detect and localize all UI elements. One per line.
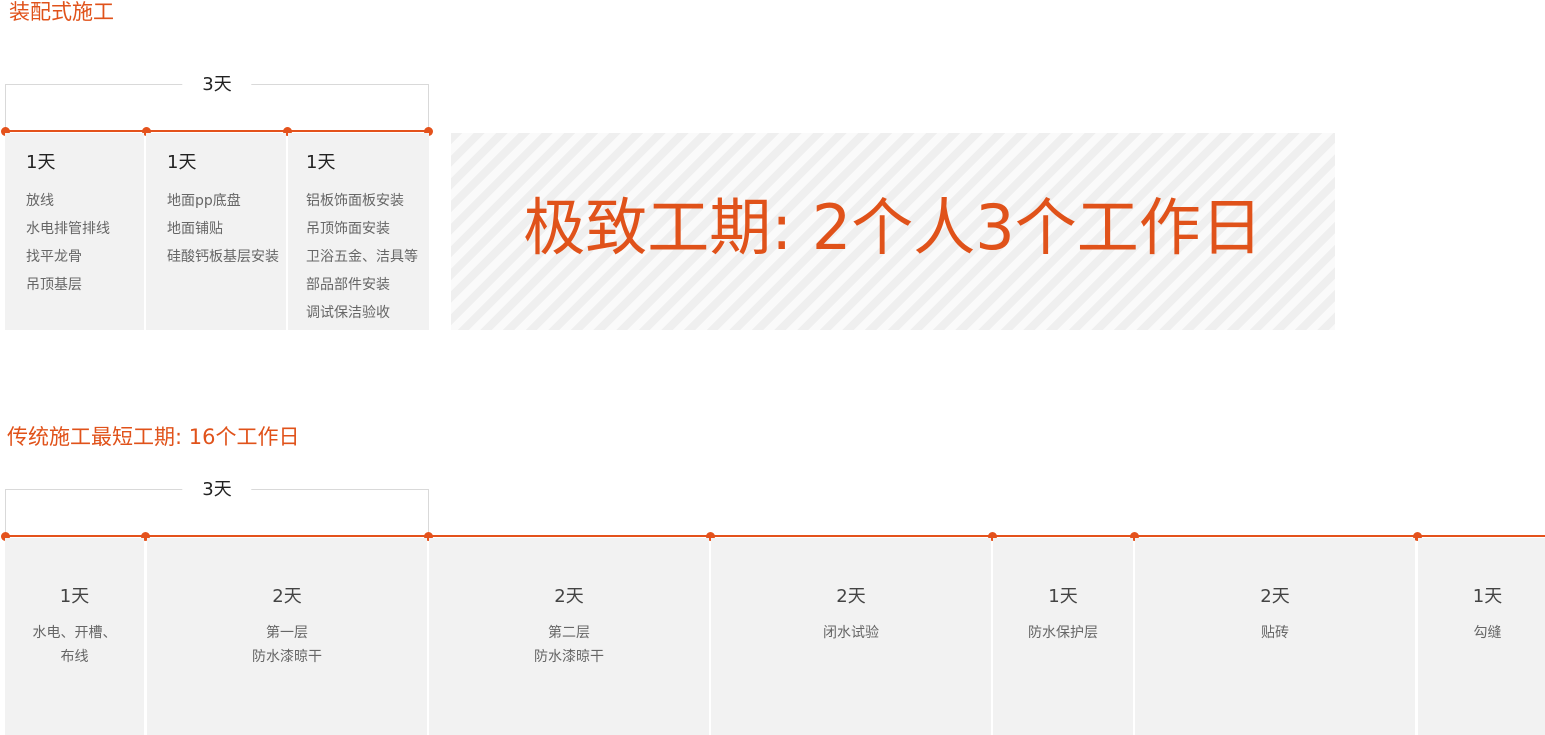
step-task: 部品部件安装 bbox=[306, 277, 390, 293]
traditional-step-7: 1天 勾缝 bbox=[1418, 538, 1545, 735]
step-task: 调试保洁验收 bbox=[306, 305, 390, 321]
traditional-section-title: 传统施工最短工期: 16个工作日 bbox=[7, 425, 300, 449]
step-duration: 1天 bbox=[306, 152, 336, 173]
step-task: 吊顶饰面安装 bbox=[306, 221, 390, 237]
step-task: 防水漆晾干 bbox=[534, 649, 604, 665]
step-task: 布线 bbox=[60, 649, 89, 665]
timeline-dot bbox=[1413, 532, 1422, 541]
timeline-dot bbox=[141, 532, 150, 541]
highlight-text: 极致工期: 2个人3个工作日 bbox=[523, 190, 1263, 264]
step-task: 水电排管排线 bbox=[26, 221, 110, 237]
timeline-dot bbox=[1130, 532, 1139, 541]
timeline-dot bbox=[424, 127, 433, 136]
traditional-step-5: 1天 防水保护层 bbox=[993, 538, 1133, 735]
timeline-dot bbox=[988, 532, 997, 541]
step-duration: 2天 bbox=[1260, 586, 1290, 607]
step-duration: 1天 bbox=[26, 152, 56, 173]
traditional-step-2: 2天 第一层 防水漆晾干 bbox=[147, 538, 427, 735]
highlight-banner: 极致工期: 2个人3个工作日 bbox=[451, 133, 1335, 330]
step-duration: 2天 bbox=[836, 586, 866, 607]
step-task: 吊顶基层 bbox=[26, 277, 82, 293]
timeline-dot bbox=[1, 532, 10, 541]
traditional-step-4: 2天 闭水试验 bbox=[711, 538, 991, 735]
step-duration: 2天 bbox=[554, 586, 584, 607]
step-task: 第二层 bbox=[548, 625, 590, 641]
step-duration: 2天 bbox=[272, 586, 302, 607]
timeline-dot bbox=[424, 532, 433, 541]
step-task: 闭水试验 bbox=[823, 625, 879, 641]
traditional-timeline bbox=[5, 535, 1545, 537]
step-task: 地面铺贴 bbox=[167, 221, 223, 237]
step-task: 水电、开槽、 bbox=[32, 625, 117, 641]
step-task: 铝板饰面板安装 bbox=[306, 193, 404, 209]
prefab-step-2: 1天 地面pp底盘 地面铺贴 硅酸钙板基层安装 bbox=[146, 133, 286, 330]
traditional-step-1: 1天 水电、开槽、 布线 bbox=[5, 538, 144, 735]
step-task: 贴砖 bbox=[1261, 625, 1289, 641]
prefab-bracket-label: 3天 bbox=[182, 74, 252, 96]
traditional-duration-bracket: 3天 bbox=[5, 479, 429, 537]
timeline-dot bbox=[706, 532, 715, 541]
step-task: 防水漆晾干 bbox=[252, 649, 322, 665]
timeline-dot bbox=[142, 127, 151, 136]
step-task: 硅酸钙板基层安装 bbox=[167, 249, 279, 265]
step-duration: 1天 bbox=[167, 152, 197, 173]
prefab-duration-bracket: 3天 bbox=[5, 74, 429, 132]
traditional-step-6: 2天 贴砖 bbox=[1135, 538, 1415, 735]
step-task: 卫浴五金、洁具等 bbox=[306, 249, 418, 265]
timeline-dot bbox=[1, 127, 10, 136]
traditional-bracket-label: 3天 bbox=[182, 479, 252, 501]
prefab-timeline bbox=[5, 130, 429, 132]
step-task: 找平龙骨 bbox=[26, 249, 82, 265]
step-duration: 1天 bbox=[59, 586, 90, 607]
prefab-section-title: 装配式施工 bbox=[9, 0, 114, 24]
step-task: 地面pp底盘 bbox=[167, 193, 241, 209]
traditional-step-3: 2天 第二层 防水漆晾干 bbox=[429, 538, 709, 735]
timeline-dot bbox=[283, 127, 292, 136]
step-duration: 1天 bbox=[1048, 586, 1078, 607]
step-task: 防水保护层 bbox=[1028, 625, 1098, 641]
prefab-step-3: 1天 铝板饰面板安装 吊顶饰面安装 卫浴五金、洁具等 部品部件安装 调试保洁验收 bbox=[288, 133, 429, 330]
prefab-step-1: 1天 放线 水电排管排线 找平龙骨 吊顶基层 bbox=[5, 133, 144, 330]
step-task: 第一层 bbox=[266, 625, 308, 641]
step-task: 勾缝 bbox=[1473, 625, 1502, 641]
step-duration: 1天 bbox=[1472, 586, 1503, 607]
step-task: 放线 bbox=[26, 193, 54, 209]
